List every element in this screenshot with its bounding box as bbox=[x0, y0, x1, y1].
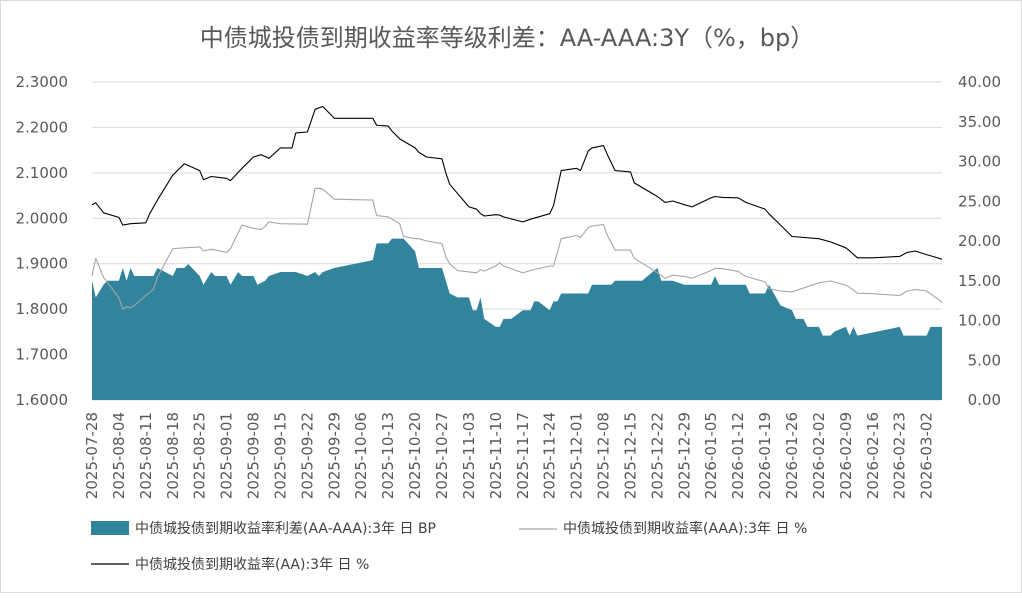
x-tick-label: 2025-10-27 bbox=[433, 412, 451, 499]
x-tick-label: 2025-12-08 bbox=[595, 412, 613, 499]
left-tick-label: 2.3000 bbox=[16, 73, 69, 91]
right-tick-label: 0.00 bbox=[968, 391, 1001, 409]
left-tick-label: 2.0000 bbox=[16, 209, 69, 227]
legend-label-aaa: 中债城投债到期收益率(AAA):3年 日 % bbox=[563, 520, 807, 537]
x-tick-label: 2025-10-13 bbox=[379, 412, 397, 499]
left-tick-label: 1.8000 bbox=[16, 300, 69, 318]
left-tick-label: 2.2000 bbox=[16, 118, 69, 136]
legend-label-spread: 中债城投债到期收益率利差(AA-AAA):3年 日 BP bbox=[135, 520, 436, 537]
legend: 中债城投债到期收益率利差(AA-AAA):3年 日 BP 中债城投债到期收益率(… bbox=[91, 520, 807, 573]
x-tick-label: 2025-09-08 bbox=[245, 412, 263, 499]
x-tick-label: 2025-11-10 bbox=[487, 412, 505, 499]
right-tick-label: 15.00 bbox=[958, 272, 1001, 290]
x-tick-label: 2026-02-16 bbox=[864, 412, 882, 499]
x-tick-label: 2026-01-12 bbox=[729, 412, 747, 499]
legend-item-aa[interactable]: 中债城投债到期收益率(AA):3年 日 % bbox=[91, 556, 369, 573]
x-tick-label: 2025-09-01 bbox=[218, 412, 236, 499]
x-tick-label: 2025-08-25 bbox=[191, 412, 209, 499]
x-tick-label: 2025-08-11 bbox=[137, 412, 155, 499]
left-tick-label: 1.9000 bbox=[16, 255, 69, 273]
spread-area-layer bbox=[92, 238, 942, 400]
x-tick-label: 2025-09-29 bbox=[325, 412, 343, 499]
x-tick-label: 2025-10-20 bbox=[406, 412, 424, 499]
legend-swatch-spread bbox=[91, 521, 129, 535]
legend-label-aa: 中债城投债到期收益率(AA):3年 日 % bbox=[135, 556, 369, 573]
chart-title: 中债城投债到期收益率等级利差：AA-AAA:3Y（%，bp） bbox=[200, 24, 815, 52]
right-tick-label: 35.00 bbox=[958, 113, 1001, 131]
x-tick-label: 2025-12-29 bbox=[675, 412, 693, 499]
legend-item-aaa[interactable]: 中债城投债到期收益率(AAA):3年 日 % bbox=[519, 520, 807, 537]
x-tick-label: 2025-11-17 bbox=[514, 412, 532, 499]
aaa-yield-line bbox=[91, 187, 943, 310]
x-tick-label: 2026-01-26 bbox=[783, 412, 801, 499]
x-tick-label: 2026-03-02 bbox=[918, 412, 936, 499]
right-tick-label: 5.00 bbox=[968, 351, 1001, 369]
x-tick-label: 2025-11-03 bbox=[460, 412, 478, 499]
spread-area bbox=[92, 238, 942, 400]
x-tick-label: 2025-12-15 bbox=[621, 412, 639, 499]
x-tick-label: 2025-11-24 bbox=[541, 412, 559, 499]
left-tick-label: 1.7000 bbox=[16, 346, 69, 364]
x-tick-label: 2025-07-28 bbox=[83, 412, 101, 499]
right-tick-label: 10.00 bbox=[958, 312, 1001, 330]
right-axis-tick-labels: 0.00 5.00 10.00 15.00 20.00 25.00 30.00 35.00 40… bbox=[958, 73, 1001, 409]
right-tick-label: 20.00 bbox=[958, 232, 1001, 250]
x-tick-label: 2025-09-15 bbox=[271, 412, 289, 499]
left-tick-label: 2.1000 bbox=[16, 164, 69, 182]
left-tick-label: 1.6000 bbox=[16, 391, 69, 409]
x-tick-label: 2025-10-06 bbox=[352, 412, 370, 499]
right-tick-label: 30.00 bbox=[958, 153, 1001, 171]
legend-item-spread[interactable]: 中债城投债到期收益率利差(AA-AAA):3年 日 BP bbox=[91, 520, 436, 537]
x-tick-label: 2025-09-22 bbox=[298, 412, 316, 499]
left-axis-tick-labels: 1.6000 1.7000 1.8000 1.9000 2.0000 2.1000 2.20… bbox=[16, 73, 69, 409]
right-tick-label: 25.00 bbox=[958, 192, 1001, 210]
x-tick-label: 2025-12-22 bbox=[648, 412, 666, 499]
x-axis-tick-labels: 2025-07-28 2025-08-04 2025-08-11 2025-08-18… bbox=[83, 412, 936, 499]
right-tick-label: 40.00 bbox=[958, 73, 1001, 91]
yield-lines-layer bbox=[91, 105, 943, 310]
x-tick-label: 2026-02-02 bbox=[810, 412, 828, 499]
x-tick-label: 2025-08-04 bbox=[110, 412, 128, 499]
x-tick-label: 2026-02-23 bbox=[891, 412, 909, 499]
x-tick-label: 2026-01-05 bbox=[702, 412, 720, 499]
x-tick-label: 2026-02-09 bbox=[837, 412, 855, 499]
x-tick-label: 2025-12-01 bbox=[568, 412, 586, 499]
x-tick-label: 2025-08-18 bbox=[164, 412, 182, 499]
x-tick-label: 2026-01-19 bbox=[756, 412, 774, 499]
aa-yield-line bbox=[91, 105, 943, 260]
